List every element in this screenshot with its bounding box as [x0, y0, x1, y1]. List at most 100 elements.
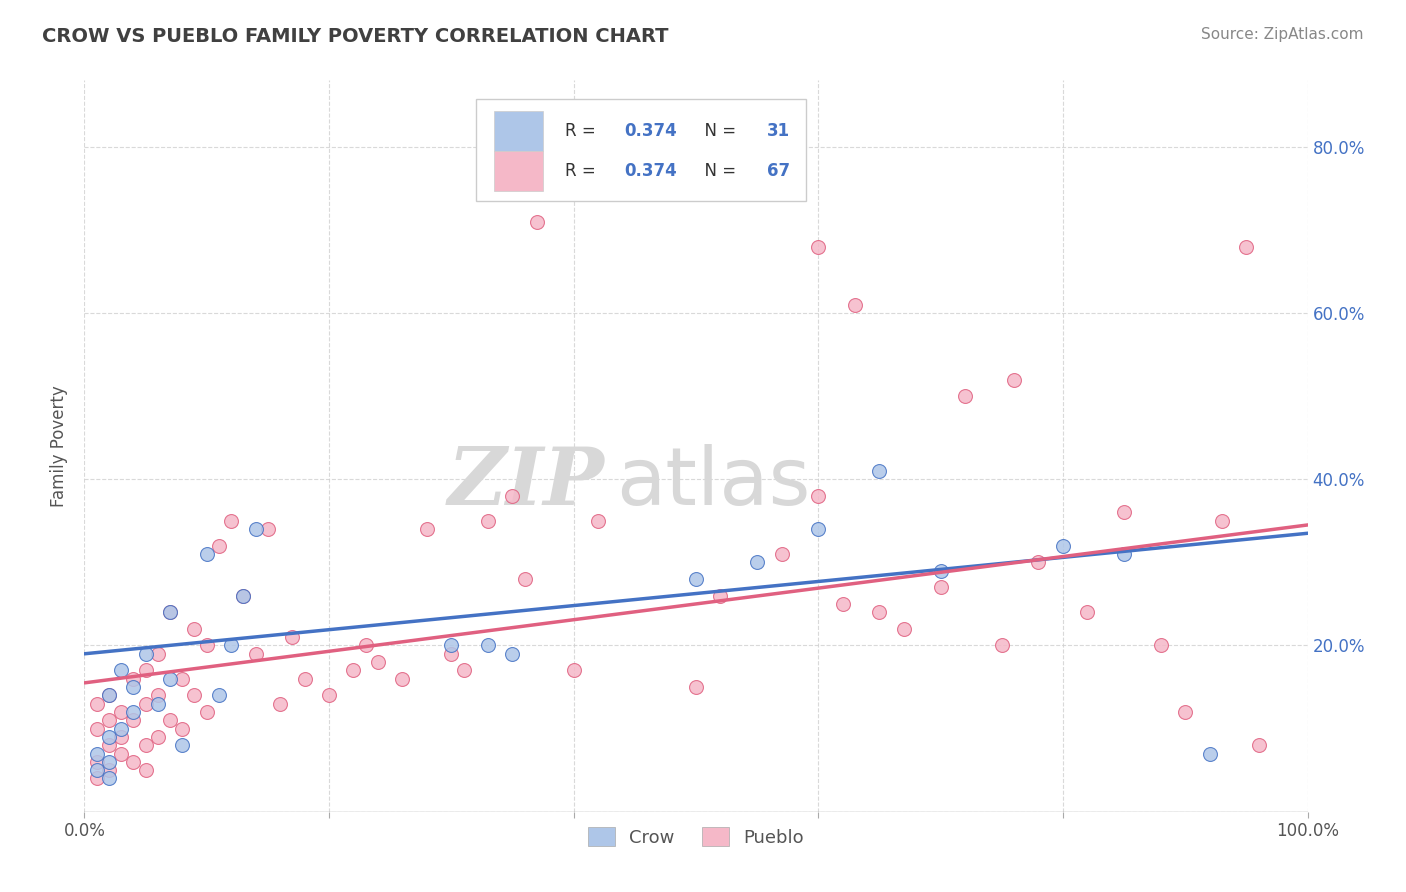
Point	[159, 605, 181, 619]
Text: N =: N =	[693, 121, 741, 140]
Point	[1198, 747, 1220, 761]
Point	[122, 755, 145, 769]
Point	[440, 639, 463, 653]
Point	[513, 572, 536, 586]
Point	[929, 564, 952, 578]
Point	[195, 639, 218, 653]
Text: 0.374: 0.374	[624, 121, 676, 140]
FancyBboxPatch shape	[494, 151, 543, 191]
Legend: Crow, Pueblo: Crow, Pueblo	[581, 820, 811, 854]
Point	[110, 730, 132, 744]
Point	[1150, 639, 1173, 653]
Point	[135, 763, 157, 777]
Point	[219, 639, 242, 653]
Point	[709, 589, 731, 603]
Point	[1052, 539, 1074, 553]
Point	[1028, 555, 1050, 569]
Point	[844, 298, 866, 312]
Point	[1114, 547, 1136, 561]
Point	[135, 647, 157, 661]
Point	[929, 580, 952, 594]
Point	[97, 689, 120, 703]
Point	[219, 514, 242, 528]
Text: N =: N =	[693, 161, 741, 179]
Point	[97, 714, 120, 728]
Point	[208, 689, 231, 703]
Point	[97, 730, 120, 744]
Point	[146, 647, 169, 661]
Point	[257, 522, 280, 536]
Point	[747, 555, 769, 569]
Text: ZIP: ZIP	[447, 444, 605, 521]
Point	[526, 214, 548, 228]
Point	[245, 647, 267, 661]
Point	[807, 489, 830, 503]
Point	[146, 697, 169, 711]
Point	[232, 589, 254, 603]
Point	[502, 489, 524, 503]
Point	[86, 747, 108, 761]
Point	[1076, 605, 1098, 619]
Point	[110, 747, 132, 761]
Point	[97, 755, 120, 769]
Point	[195, 705, 218, 719]
Point	[1247, 738, 1270, 752]
Point	[831, 597, 853, 611]
Point	[281, 630, 304, 644]
Point	[110, 664, 132, 678]
Point	[245, 522, 267, 536]
Point	[97, 763, 120, 777]
Point	[807, 522, 830, 536]
Point	[807, 239, 830, 253]
Point	[135, 664, 157, 678]
Point	[97, 689, 120, 703]
Point	[869, 605, 891, 619]
Point	[685, 572, 707, 586]
Point	[86, 755, 108, 769]
Text: 67: 67	[766, 161, 790, 179]
Point	[991, 639, 1014, 653]
Point	[953, 389, 976, 403]
Point	[453, 664, 475, 678]
Point	[97, 738, 120, 752]
Point	[208, 539, 231, 553]
Point	[770, 547, 793, 561]
Point	[172, 722, 194, 736]
Point	[477, 639, 499, 653]
Point	[122, 714, 145, 728]
Point	[183, 622, 205, 636]
Point	[1236, 239, 1258, 253]
Text: R =: R =	[565, 121, 602, 140]
Text: R =: R =	[565, 161, 602, 179]
Point	[122, 705, 145, 719]
FancyBboxPatch shape	[475, 99, 806, 201]
Point	[122, 672, 145, 686]
Point	[502, 647, 524, 661]
Point	[172, 672, 194, 686]
Text: 31: 31	[766, 121, 790, 140]
Point	[86, 772, 108, 786]
Point	[159, 714, 181, 728]
Point	[440, 647, 463, 661]
Point	[685, 680, 707, 694]
Point	[86, 763, 108, 777]
Point	[146, 730, 169, 744]
Point	[294, 672, 316, 686]
Point	[1114, 506, 1136, 520]
Point	[159, 672, 181, 686]
Text: CROW VS PUEBLO FAMILY POVERTY CORRELATION CHART: CROW VS PUEBLO FAMILY POVERTY CORRELATIO…	[42, 27, 669, 45]
Point	[367, 655, 389, 669]
Point	[110, 722, 132, 736]
Point	[391, 672, 413, 686]
Point	[146, 689, 169, 703]
Text: Source: ZipAtlas.com: Source: ZipAtlas.com	[1201, 27, 1364, 42]
Point	[1211, 514, 1233, 528]
Point	[135, 738, 157, 752]
Point	[97, 772, 120, 786]
Point	[86, 722, 108, 736]
Point	[195, 547, 218, 561]
Point	[183, 689, 205, 703]
Point	[269, 697, 291, 711]
Point	[416, 522, 439, 536]
Text: atlas: atlas	[616, 443, 811, 522]
